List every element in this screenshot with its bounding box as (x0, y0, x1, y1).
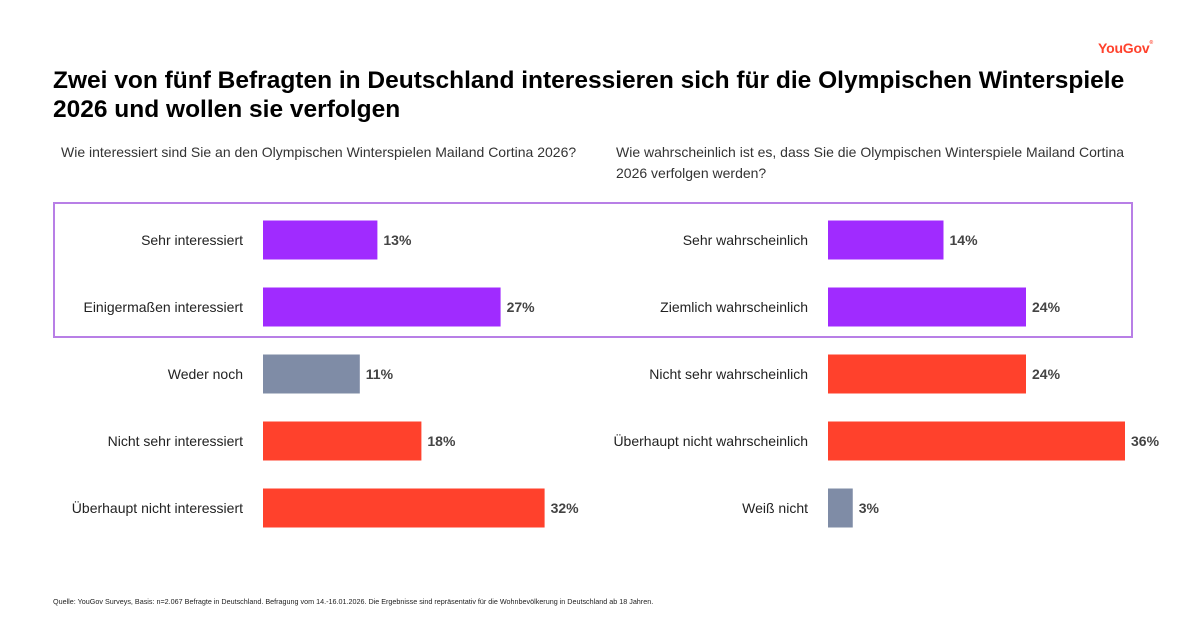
source-footnote: Quelle: YouGov Surveys, Basis: n=2.067 B… (53, 597, 654, 606)
value-label: 18% (427, 433, 456, 449)
category-label: Ziemlich wahrscheinlich (660, 299, 808, 315)
bar (828, 488, 853, 528)
bar (263, 287, 501, 327)
category-label: Nicht sehr interessiert (108, 433, 243, 449)
category-label: Sehr interessiert (141, 232, 243, 248)
right-bar-chart: Sehr wahrscheinlich 14% Ziemlich wahrschei… (613, 220, 1160, 528)
bar (263, 354, 360, 394)
yougov-logo: YouGov® (1098, 40, 1153, 56)
value-label: 24% (1032, 366, 1061, 382)
bar (263, 421, 422, 461)
category-label: Überhaupt nicht wahrscheinlich (613, 432, 808, 449)
bar (828, 421, 1125, 461)
bar (828, 354, 1026, 394)
category-label: Nicht sehr wahrscheinlich (649, 366, 808, 382)
bar (828, 287, 1026, 327)
page-title: Zwei von fünf Befragten in Deutschland i… (53, 67, 1125, 123)
value-label: 32% (551, 500, 580, 516)
category-label: Sehr wahrscheinlich (683, 232, 808, 248)
positive-responses-highlight-box (53, 202, 1133, 338)
left-chart-question: Wie interessiert sind Sie an den Olympis… (61, 144, 577, 160)
value-label: 3% (859, 500, 880, 516)
value-label: 27% (507, 299, 536, 315)
bar (263, 488, 545, 528)
bar (828, 220, 944, 260)
category-label: Überhaupt nicht interessiert (72, 499, 243, 516)
bar (263, 220, 378, 260)
value-label: 14% (950, 232, 979, 248)
value-label: 36% (1131, 433, 1160, 449)
value-label: 24% (1032, 299, 1061, 315)
category-label: Weder noch (168, 366, 243, 382)
category-label: Einigermaßen interessiert (83, 299, 243, 315)
value-label: 11% (366, 366, 394, 382)
value-label: 13% (383, 232, 412, 248)
right-chart-question: Wie wahrscheinlich ist es, dass Sie die … (616, 144, 1125, 181)
category-label: Weiß nicht (742, 500, 808, 516)
left-bar-chart: Sehr interessiert 13% Einigermaßen interes… (72, 220, 580, 528)
